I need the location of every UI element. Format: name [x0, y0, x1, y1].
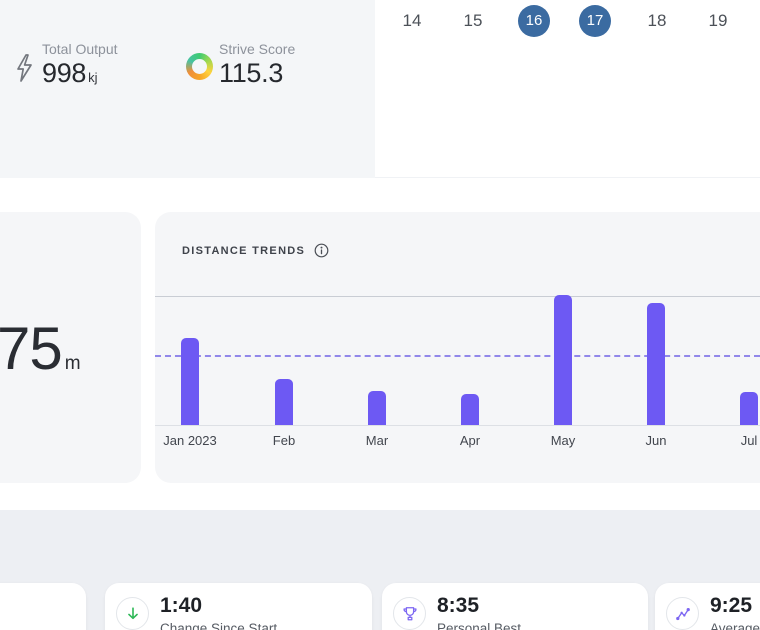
distance-chart-plot — [155, 295, 760, 426]
total-output-label: Total Output — [42, 41, 118, 57]
total-output-value-row: 998 kj — [42, 58, 98, 89]
distance-value: 75 m — [0, 319, 81, 379]
strive-score-ring-icon — [186, 53, 213, 80]
lightning-icon — [12, 52, 36, 89]
bar-jul[interactable] — [740, 392, 758, 425]
distance-number: 75 — [0, 315, 63, 382]
trophy-icon — [393, 597, 426, 630]
summary-card-personal-best: 8:35 Personal Best — [382, 583, 648, 630]
chart-title-row: DISTANCE TRENDS — [182, 243, 329, 258]
strive-score-label: Strive Score — [219, 41, 296, 57]
x-axis-label: May — [550, 433, 576, 448]
summary-label: Change Since Start — [160, 621, 278, 630]
distance-metric-card: 75 m — [0, 212, 141, 483]
summary-label: Average — [710, 621, 760, 630]
route-icon — [666, 597, 699, 630]
summary-section: 1:40 Change Since Start 8:35 Personal Best 9… — [0, 510, 760, 630]
bar-jun[interactable] — [647, 303, 665, 425]
workout-stats-panel: Total Output 998 kj Strive Score 115.3 — [0, 0, 375, 178]
info-icon[interactable] — [314, 243, 329, 258]
calendar-day-19[interactable]: 19 — [708, 11, 728, 30]
strive-score-value-row: 115.3 — [219, 58, 283, 89]
calendar-day-17[interactable]: 17 — [579, 5, 611, 37]
summary-label: Personal Best — [437, 621, 522, 630]
chart-title: DISTANCE TRENDS — [182, 244, 306, 257]
bar-mar[interactable] — [368, 391, 386, 425]
bar-feb[interactable] — [275, 379, 293, 425]
x-axis-label: Jun — [645, 433, 667, 448]
distance-unit: m — [64, 353, 81, 374]
bar-may[interactable] — [554, 295, 572, 425]
x-axis-labels: Jan 2023 Feb Mar Apr May Jun Jul — [155, 433, 760, 449]
calendar-day-14[interactable]: 14 — [402, 11, 422, 30]
x-axis-label: Mar — [365, 433, 389, 448]
x-axis-label: Jan 2023 — [163, 433, 217, 448]
partial-summary-card — [0, 583, 86, 630]
calendar-day-16[interactable]: 16 — [518, 5, 550, 37]
average-line — [155, 355, 760, 357]
calendar-panel: 14 15 16 17 18 19 — [375, 0, 760, 178]
summary-value: 1:40 — [160, 594, 203, 617]
strive-score-value: 115.3 — [219, 58, 284, 88]
arrow-down-icon — [116, 597, 149, 630]
distance-trends-card: DISTANCE TRENDS Jan 2023 Feb Mar Apr May Jun J… — [155, 212, 760, 483]
total-output-unit: kj — [88, 70, 98, 85]
summary-card-average: 9:25 Average — [655, 583, 760, 630]
total-output-value: 998 — [42, 58, 87, 88]
x-axis-label: Apr — [459, 433, 481, 448]
bar-jan-2023[interactable] — [181, 338, 199, 425]
x-axis-label: Jul — [740, 433, 758, 448]
x-axis-label: Feb — [272, 433, 296, 448]
bar-apr[interactable] — [461, 394, 479, 425]
calendar-day-18[interactable]: 18 — [647, 11, 667, 30]
summary-card-change-since-start: 1:40 Change Since Start — [105, 583, 372, 630]
calendar-day-15[interactable]: 15 — [463, 11, 483, 30]
summary-value: 8:35 — [437, 594, 480, 617]
calendar-row: 14 15 16 17 18 19 — [375, 0, 760, 44]
summary-value: 9:25 — [710, 594, 753, 617]
